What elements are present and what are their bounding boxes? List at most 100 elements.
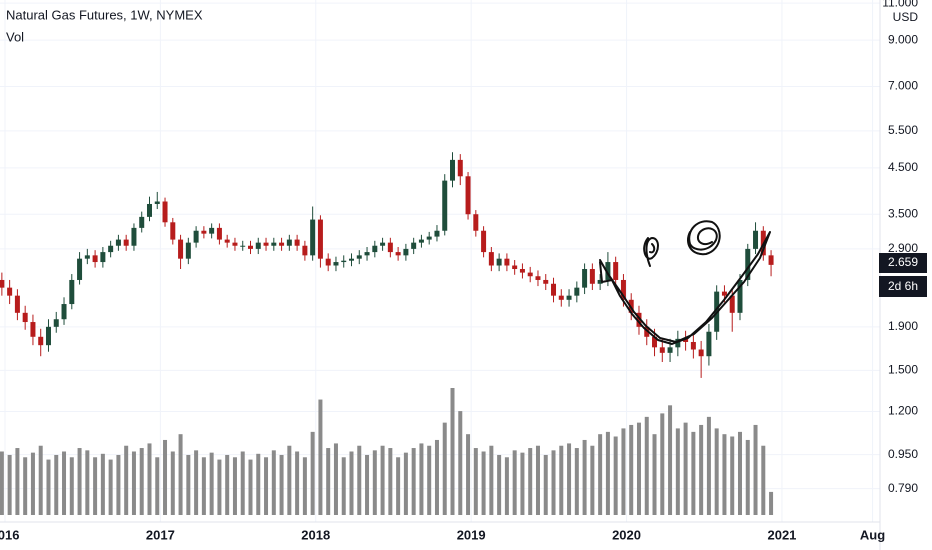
candle-body (162, 201, 168, 223)
y-tick-label: 0.950 (888, 447, 918, 461)
candle-body (349, 258, 355, 261)
candle-body (652, 336, 658, 348)
candle-body (380, 242, 386, 246)
volume-bar (714, 428, 719, 515)
volume-bar (458, 411, 463, 515)
candle-body (0, 279, 5, 288)
candle-body (53, 319, 59, 327)
currency-box (889, 8, 923, 28)
volume-bar (706, 416, 711, 515)
candle-body (7, 287, 13, 296)
candle-body (457, 159, 463, 177)
volume-bar (326, 448, 331, 515)
volume-bar (668, 405, 673, 515)
volume-bar (209, 452, 214, 515)
x-tick-label: 2020 (612, 527, 641, 542)
volume-bar (559, 445, 564, 515)
y-tick-label: 1.500 (888, 363, 918, 377)
volume-bar (489, 445, 494, 515)
volume-bar (30, 452, 35, 515)
candle-body (683, 338, 689, 342)
candle-body (240, 245, 246, 247)
volume-bar (256, 453, 261, 515)
candle-body (123, 239, 129, 246)
candle-body (84, 255, 90, 259)
volume-bar (23, 457, 28, 515)
volume-bar (598, 434, 603, 515)
candle-body (644, 326, 650, 337)
grid (0, 0, 880, 522)
candle-body (115, 239, 121, 246)
volume-bar (675, 428, 680, 515)
candle-body (317, 219, 323, 259)
volume-bar (69, 457, 74, 515)
volume-bar (621, 428, 626, 515)
volume-bar (644, 416, 649, 515)
volume-bar (466, 434, 471, 515)
candle-body (325, 258, 331, 266)
volume-bar (124, 445, 129, 515)
candle-body (426, 236, 432, 240)
volume-bar (543, 454, 548, 515)
candle-body (356, 255, 362, 259)
candle-body (403, 248, 409, 256)
volume-bar (232, 457, 237, 515)
candle-body (597, 279, 603, 284)
candle-body (271, 242, 277, 246)
drawing (599, 220, 771, 345)
candle-body (193, 230, 199, 243)
candle-body (620, 279, 626, 300)
candle-body (108, 245, 114, 253)
candle-body (636, 312, 642, 327)
candle-body (768, 255, 774, 265)
candle-body (481, 230, 487, 253)
candle-body (286, 239, 292, 246)
volume-bar (365, 454, 370, 515)
candle-body (519, 269, 525, 273)
candle-body (450, 159, 456, 181)
volume-bar (380, 445, 385, 515)
candle-body (659, 347, 665, 353)
candle-body (146, 203, 152, 217)
candle-body (504, 258, 510, 266)
volume-bar (147, 443, 152, 515)
candle-body (372, 245, 378, 253)
volume-bar (450, 388, 455, 515)
candle-body (100, 252, 106, 263)
volume-bar (163, 439, 168, 515)
candle-body (14, 295, 20, 313)
volume-legend: Vol (6, 29, 24, 44)
volume-bar (333, 443, 338, 515)
volume-bar (310, 431, 315, 515)
candle-body (30, 322, 36, 337)
y-tick-label: 5.500 (888, 123, 918, 137)
volume-bar (699, 424, 704, 515)
volume-bar (590, 445, 595, 515)
x-tick-label: 2016 (0, 527, 19, 542)
volume-bar (636, 422, 641, 515)
volume-bar (295, 451, 300, 515)
volume-bar (0, 451, 4, 515)
candle-body (45, 326, 51, 346)
volume-bar (108, 459, 113, 515)
volume-bar (520, 452, 525, 515)
candle-body (310, 219, 316, 256)
volume-bar (769, 491, 774, 515)
candle-body (209, 227, 215, 234)
volume-bar (613, 436, 618, 515)
smile-drawing (599, 231, 771, 345)
candle-body (698, 349, 704, 357)
y-tick-label: 9.000 (888, 32, 918, 46)
chart-title: Natural Gas Futures, 1W, NYMEX (6, 7, 203, 22)
volume-bar (652, 434, 657, 515)
candle-body (589, 269, 595, 284)
candle-body (263, 242, 269, 246)
volume-bar (442, 422, 447, 515)
x-tick-label: 2019 (457, 527, 486, 542)
countdown-label: 2d 6h (888, 279, 918, 293)
candle-body (613, 262, 619, 280)
candle-body (395, 252, 401, 256)
candle-layer (0, 152, 774, 378)
candle-body (558, 295, 564, 300)
volume-bar (753, 424, 758, 515)
